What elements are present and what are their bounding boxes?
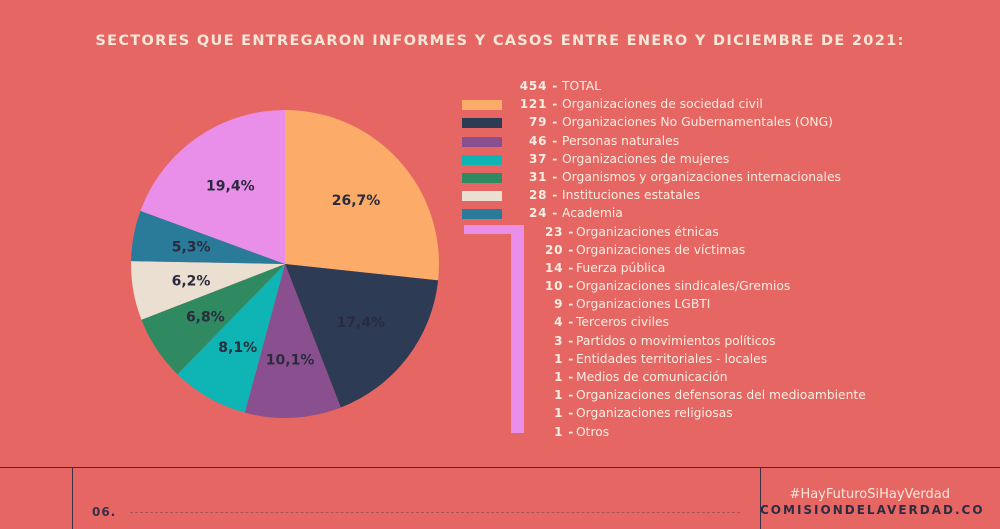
legend-sub-item: 9 - Organizaciones LGBTI <box>460 295 880 313</box>
legend-sub-item-number: 9 - <box>554 297 574 312</box>
hashtag: #HayFuturoSiHayVerdad <box>789 487 950 502</box>
pie-slice <box>140 110 285 264</box>
legend-sub-item-number: 3 - <box>554 333 574 348</box>
other-sectors-bracket-bar <box>511 225 524 433</box>
pie-slice <box>285 110 440 281</box>
legend-item-label: Instituciones estatales <box>562 188 701 203</box>
footer-dotted-line <box>130 512 740 513</box>
legend-sub-item-number: 1 - <box>554 388 574 403</box>
legend-sub-item-number: 1 - <box>554 351 574 366</box>
legend-item: 121 - Organizaciones de sociedad civil <box>460 95 880 113</box>
legend-sub-item-number: 4 - <box>554 315 574 330</box>
other-sectors-bracket <box>464 225 524 234</box>
legend-total-row: 454 - TOTAL <box>460 77 880 95</box>
pie-slice-label: 26,7% <box>332 193 381 209</box>
legend-sub-item-label: Organizaciones religiosas <box>576 406 733 421</box>
legend-sub-item: 1 - Entidades territoriales - locales <box>460 350 880 368</box>
site-url[interactable]: COMISIONDELAVERDAD.CO <box>760 503 985 517</box>
legend-sub-item-number: 20 - <box>544 242 574 257</box>
pie-slice <box>141 264 285 375</box>
legend-sub-item: 1 - Otros <box>460 423 880 441</box>
legend-sub-item: 10 - Organizaciones sindicales/Gremios <box>460 277 880 295</box>
legend-sub-item-label: Organizaciones sindicales/Gremios <box>576 279 791 294</box>
legend-sub-item-number: 14 - <box>544 260 574 275</box>
pie-slice <box>131 261 285 320</box>
legend-total-number: 454 - <box>519 79 558 93</box>
legend-sub-item-number: 1 - <box>554 370 574 384</box>
legend-item-number: 46 - <box>528 133 558 148</box>
legend-sub-item-label: Organizaciones LGBTI <box>576 297 711 312</box>
page-number: 06. <box>92 505 117 519</box>
legend-item-label: Organizaciones No Gubernamentales (ONG) <box>562 115 833 130</box>
legend: 454 - TOTAL 121 - Organizaciones de socie… <box>460 77 880 441</box>
legend-sub-item-label: Organizaciones de víctimas <box>576 242 746 257</box>
legend-sub-item: 1 - Organizaciones religiosas <box>460 404 880 422</box>
pie-slice-label: 17,4% <box>337 315 386 331</box>
legend-sub-item-number: 1 - <box>554 406 574 421</box>
pie-slice-label: 5,3% <box>172 239 211 255</box>
legend-item-number: 37 - <box>528 151 558 166</box>
legend-item: 31 - Organismos y organizaciones internac… <box>460 168 880 186</box>
legend-swatch <box>462 154 502 165</box>
legend-sub-item-number: 10 - <box>544 279 574 294</box>
legend-item: 79 - Organizaciones No Gubernamentales (O… <box>460 113 880 131</box>
legend-item: 37 - Organizaciones de mujeres <box>460 150 880 168</box>
legend-sub-item-number: 23 - <box>544 224 574 239</box>
chart-title: SECTORES QUE ENTREGARON INFORMES Y CASOS… <box>95 33 905 49</box>
legend-sub-item: 14 - Fuerza pública <box>460 259 880 277</box>
footer-divider-right <box>760 467 761 529</box>
legend-sub-item-label: Terceros civiles <box>576 315 669 330</box>
pie-slice-label: 8,1% <box>218 340 257 356</box>
footer-divider-left <box>72 467 73 529</box>
legend-sub-item-label: Entidades territoriales - locales <box>576 351 768 366</box>
pie-slice <box>131 210 285 264</box>
legend-item-number: 28 - <box>528 188 558 203</box>
legend-sub-item: 3 - Partidos o movimientos políticos <box>460 332 880 350</box>
legend-item-label: Organismos y organizaciones internaciona… <box>562 169 841 184</box>
legend-sub-item-number: 1 - <box>554 424 574 439</box>
pie-slice <box>177 264 285 413</box>
legend-item-label: Organizaciones de sociedad civil <box>562 97 763 112</box>
legend-item-number: 121 - <box>519 97 558 112</box>
legend-item-number: 31 - <box>528 169 558 184</box>
legend-item: 24 - Academia <box>460 204 880 222</box>
footer-divider <box>0 467 1000 468</box>
legend-sub-item-label: Organizaciones defensoras del medioambie… <box>576 388 866 403</box>
legend-swatch <box>462 118 502 129</box>
pie-slice-label: 19,4% <box>206 179 255 195</box>
legend-item-label: Academia <box>562 206 623 221</box>
legend-swatch <box>462 191 502 202</box>
legend-swatch <box>462 172 502 183</box>
legend-item: 28 - Instituciones estatales <box>460 186 880 204</box>
legend-sub-item-label: Fuerza pública <box>576 260 666 275</box>
legend-sub-item-label: Otros <box>576 424 610 439</box>
legend-sub-item-label: Organizaciones étnicas <box>576 224 719 239</box>
legend-sub-item: 23 - Organizaciones étnicas <box>460 223 880 241</box>
legend-item-number: 79 - <box>528 115 558 130</box>
legend-item: 46 - Personas naturales <box>460 132 880 150</box>
legend-swatch <box>462 100 502 111</box>
pie-slice-label: 10,1% <box>266 352 315 368</box>
legend-item-number: 24 - <box>528 206 558 221</box>
legend-sub-item: 20 - Organizaciones de víctimas <box>460 241 880 259</box>
pie-slice <box>244 264 341 418</box>
legend-sub-item-label: Partidos o movimientos políticos <box>576 333 776 348</box>
legend-sub-item: 1 - Medios de comunicación <box>460 368 880 386</box>
legend-swatch <box>462 136 502 147</box>
legend-sub-item: 1 - Organizaciones defensoras del medioam… <box>460 386 880 404</box>
legend-sub-item: 4 - Terceros civiles <box>460 313 880 331</box>
legend-total-label: TOTAL <box>562 79 602 93</box>
pie-slice-label: 6,2% <box>172 274 211 290</box>
legend-sub-item-label: Medios de comunicación <box>576 370 728 384</box>
pie-slice <box>285 264 439 408</box>
legend-item-label: Personas naturales <box>562 133 680 148</box>
legend-item-label: Organizaciones de mujeres <box>562 151 730 166</box>
pie-slice-label: 6,8% <box>186 310 225 326</box>
legend-swatch <box>462 209 502 220</box>
